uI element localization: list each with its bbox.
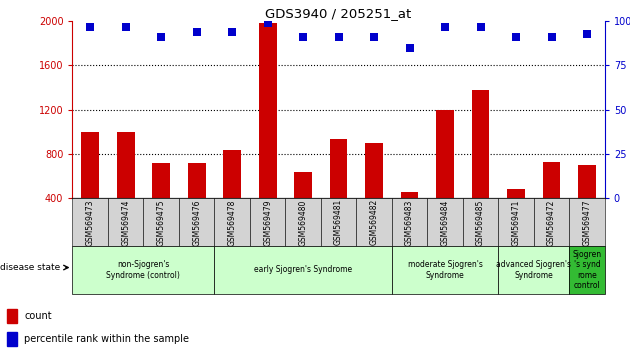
Text: GSM569482: GSM569482 (370, 199, 379, 245)
Point (476, 24, 486, 29)
Text: Sjogren
's synd
rome
control: Sjogren 's synd rome control (573, 250, 602, 290)
Bar (81, 132, 99, 242)
Bar (401, 192, 418, 242)
Bar (259, 23, 277, 242)
Bar (7, 309, 18, 323)
Text: GSM569484: GSM569484 (440, 199, 450, 246)
Text: GSM569475: GSM569475 (157, 199, 166, 246)
Text: moderate Sjogren's
Syndrome: moderate Sjogren's Syndrome (408, 260, 483, 280)
Point (120, 24, 131, 29)
Bar (188, 163, 205, 242)
Point (156, 34, 166, 40)
Text: non-Sjogren's
Syndrome (control): non-Sjogren's Syndrome (control) (106, 260, 180, 280)
Text: GSM569472: GSM569472 (547, 199, 556, 246)
Bar (179, 198, 214, 246)
Text: GSM569480: GSM569480 (299, 199, 307, 246)
Point (263, 20, 273, 26)
Text: GSM569477: GSM569477 (583, 199, 592, 246)
Point (511, 34, 521, 40)
Bar (72, 198, 108, 246)
Point (227, 29, 237, 35)
Point (546, 34, 557, 40)
Text: early Sjogren's Syndrome: early Sjogren's Syndrome (254, 266, 352, 274)
Text: GSM569485: GSM569485 (476, 199, 485, 246)
Bar (250, 198, 285, 246)
Title: GDS3940 / 205251_at: GDS3940 / 205251_at (265, 7, 412, 20)
Bar (321, 198, 357, 246)
Bar (365, 143, 383, 242)
Bar (392, 198, 427, 246)
Point (192, 29, 202, 35)
Text: GSM569476: GSM569476 (192, 199, 201, 246)
Bar (285, 198, 321, 246)
Text: advanced Sjogren's
Syndrome: advanced Sjogren's Syndrome (496, 260, 571, 280)
Bar (427, 198, 463, 246)
Point (298, 34, 308, 40)
Text: percentile rank within the sample: percentile rank within the sample (25, 334, 189, 344)
Text: GSM569481: GSM569481 (334, 199, 343, 245)
Text: disease state: disease state (0, 263, 68, 272)
Bar (214, 198, 250, 246)
Text: count: count (25, 311, 52, 321)
Point (440, 24, 450, 29)
Bar (329, 138, 348, 242)
Point (404, 45, 415, 51)
Bar (463, 198, 498, 246)
Point (369, 34, 379, 40)
Bar (498, 246, 570, 294)
Bar (214, 246, 392, 294)
Bar (570, 198, 605, 246)
Bar (72, 246, 214, 294)
Bar (472, 90, 490, 242)
Point (582, 31, 592, 36)
Bar (570, 246, 605, 294)
Bar (534, 198, 570, 246)
Text: GSM569474: GSM569474 (121, 199, 130, 246)
Bar (223, 149, 241, 242)
Bar (152, 163, 170, 242)
Text: GSM569471: GSM569471 (512, 199, 520, 246)
Text: GSM569473: GSM569473 (86, 199, 94, 246)
Text: GSM569479: GSM569479 (263, 199, 272, 246)
Bar (507, 189, 525, 242)
Bar (392, 246, 498, 294)
Text: GSM569483: GSM569483 (405, 199, 414, 246)
Bar (7, 332, 18, 346)
Bar (542, 162, 561, 242)
Bar (436, 110, 454, 242)
Bar (294, 172, 312, 242)
Point (85, 24, 95, 29)
Text: GSM569478: GSM569478 (227, 199, 237, 246)
Bar (357, 198, 392, 246)
Bar (498, 198, 534, 246)
Bar (144, 198, 179, 246)
Bar (117, 132, 135, 242)
Point (333, 34, 343, 40)
Bar (578, 165, 596, 242)
Bar (108, 198, 144, 246)
